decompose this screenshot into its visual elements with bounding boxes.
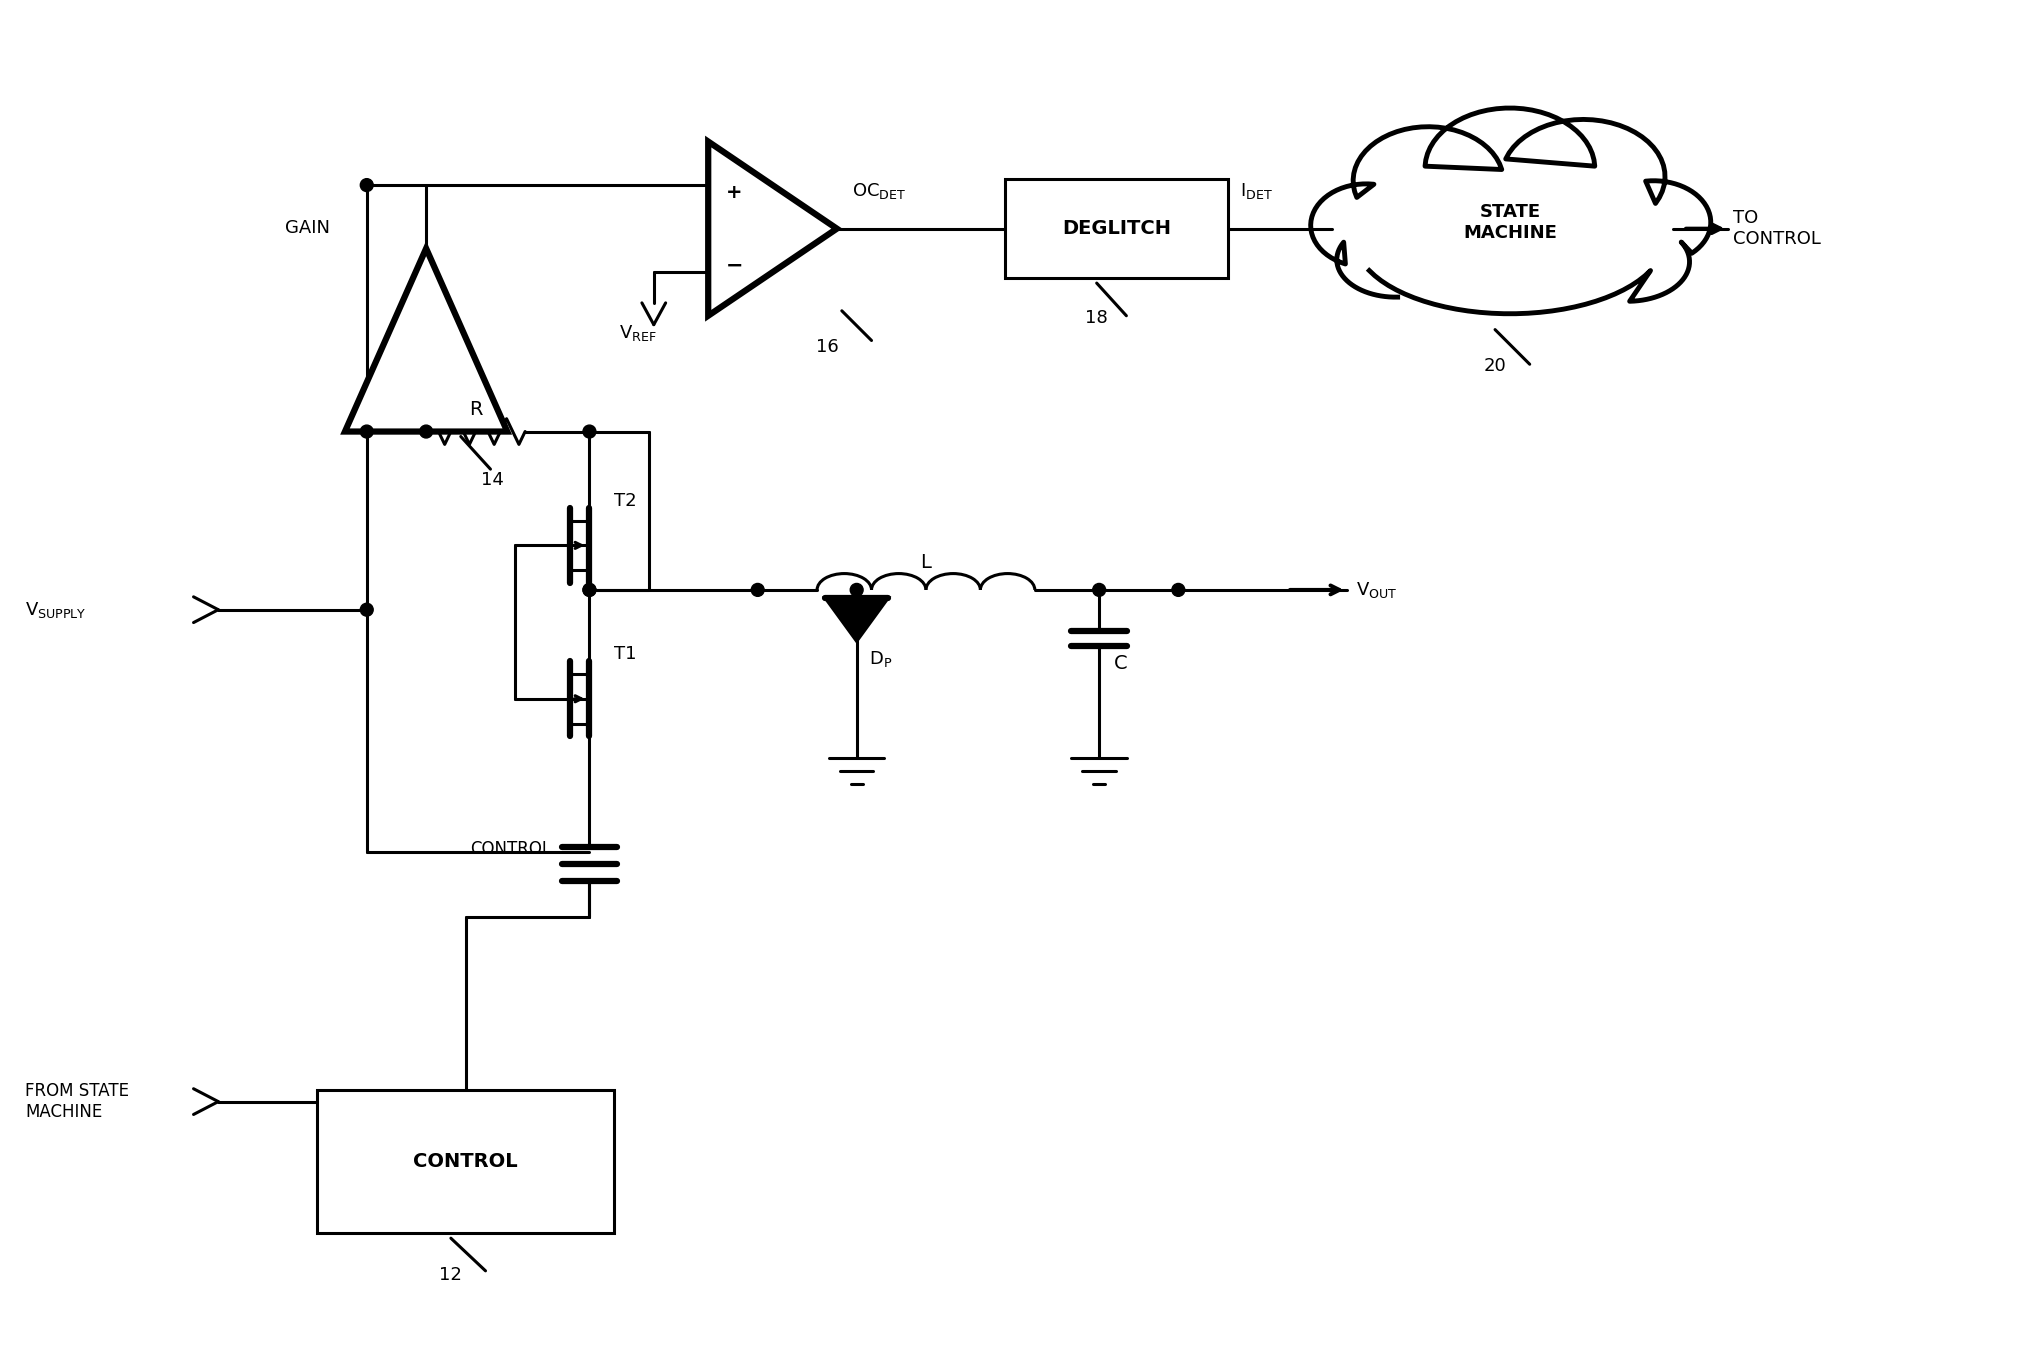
Circle shape [419, 425, 432, 437]
Text: 14: 14 [480, 471, 503, 489]
Text: +: + [727, 183, 743, 202]
Circle shape [582, 584, 597, 596]
Text: V$_{\mathsf{SUPPLY}}$: V$_{\mathsf{SUPPLY}}$ [24, 600, 88, 620]
Text: V$_{\mathsf{OUT}}$: V$_{\mathsf{OUT}}$ [1356, 580, 1397, 600]
Text: R: R [468, 401, 483, 420]
Text: V$_{\mathsf{REF}}$: V$_{\mathsf{REF}}$ [619, 322, 658, 343]
Circle shape [582, 425, 597, 437]
Circle shape [851, 584, 863, 596]
Text: D$_{\mathsf{P}}$: D$_{\mathsf{P}}$ [869, 650, 892, 669]
Circle shape [360, 179, 373, 191]
Circle shape [1093, 584, 1106, 596]
Text: T2: T2 [615, 492, 637, 510]
Bar [318, 1090, 615, 1233]
Text: 18: 18 [1085, 309, 1108, 326]
Text: −: − [727, 255, 743, 275]
Text: DEGLITCH: DEGLITCH [1063, 219, 1171, 238]
Text: 20: 20 [1484, 357, 1507, 375]
Text: STATE
MACHINE: STATE MACHINE [1464, 203, 1558, 242]
Text: T1: T1 [615, 646, 637, 663]
Circle shape [360, 604, 373, 616]
Text: CONTROL: CONTROL [470, 841, 552, 858]
Circle shape [751, 584, 764, 596]
Circle shape [1173, 584, 1185, 596]
Text: C: C [1114, 654, 1128, 673]
Bar [1006, 179, 1228, 278]
Text: L: L [920, 552, 930, 571]
Polygon shape [709, 142, 837, 315]
Text: 16: 16 [816, 337, 839, 356]
Circle shape [582, 584, 597, 596]
Polygon shape [825, 598, 888, 642]
Text: I$_{\mathsf{DET}}$: I$_{\mathsf{DET}}$ [1240, 181, 1272, 200]
Text: 12: 12 [440, 1266, 462, 1284]
Text: TO
CONTROL: TO CONTROL [1733, 210, 1820, 248]
Text: OC$_{\mathsf{DET}}$: OC$_{\mathsf{DET}}$ [851, 181, 906, 200]
Polygon shape [344, 248, 507, 432]
Text: GAIN: GAIN [285, 218, 330, 237]
Circle shape [360, 425, 373, 437]
Text: FROM STATE
MACHINE: FROM STATE MACHINE [24, 1082, 130, 1121]
Text: CONTROL: CONTROL [413, 1152, 517, 1171]
